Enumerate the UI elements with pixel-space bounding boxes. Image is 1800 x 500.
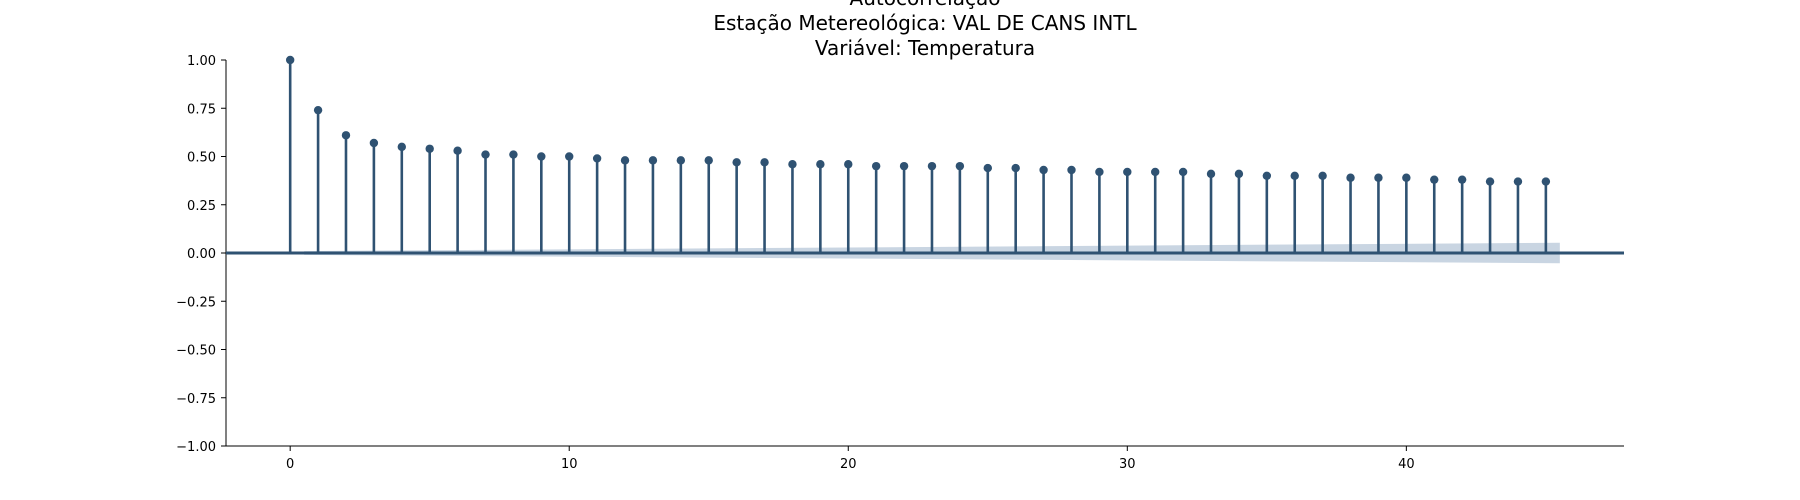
- y-tick-label-7: −0.75: [176, 392, 216, 407]
- stem-marker-lag-41: [1430, 175, 1439, 184]
- stem-marker-lag-37: [1318, 171, 1327, 180]
- stem-marker-lag-22: [899, 161, 909, 171]
- y-tick-label-3: 0.25: [187, 199, 216, 214]
- stem-marker-lag-27: [1039, 165, 1048, 175]
- stem-marker-lag-1: [313, 105, 323, 115]
- stem-marker-lag-43: [1485, 177, 1495, 186]
- stem-marker-lag-15: [704, 156, 713, 165]
- stem-marker-lag-9: [537, 152, 546, 161]
- x-tick-label-0: 0: [286, 457, 294, 472]
- stem-marker-lag-39: [1374, 173, 1383, 182]
- stems: [285, 55, 1551, 253]
- stem-marker-lag-28: [1067, 165, 1076, 175]
- stem-marker-lag-21: [871, 161, 881, 171]
- y-tick-label-6: −0.50: [176, 344, 216, 359]
- stem-marker-lag-35: [1262, 171, 1272, 180]
- stem-marker-lag-7: [481, 150, 490, 159]
- x-tick-label-4: 40: [1398, 457, 1415, 472]
- stem-marker-lag-34: [1234, 169, 1244, 179]
- y-tick-label-0: 1.00: [187, 54, 216, 69]
- stem-marker-lag-38: [1346, 173, 1355, 182]
- stem-marker-lag-29: [1095, 167, 1104, 177]
- stem-marker-lag-18: [788, 160, 797, 169]
- chart-title-line-2: Variável: Temperatura: [815, 36, 1035, 60]
- stem-marker-lag-16: [732, 158, 741, 167]
- x-tick-label-2: 20: [840, 457, 857, 472]
- stem-marker-lag-44: [1513, 177, 1523, 186]
- stem-marker-lag-17: [760, 158, 769, 167]
- stem-marker-lag-31: [1151, 167, 1160, 177]
- y-tick-label-5: −0.25: [176, 295, 216, 310]
- stem-marker-lag-12: [620, 156, 630, 165]
- chart-title-line-1: Estação Metereológica: VAL DE CANS INTL: [713, 11, 1137, 35]
- stem-marker-lag-19: [816, 160, 825, 169]
- stem-marker-lag-26: [1011, 163, 1020, 173]
- stem-marker-lag-30: [1123, 167, 1132, 177]
- stem-marker-lag-40: [1402, 173, 1411, 182]
- stem-marker-lag-45: [1541, 177, 1551, 186]
- y-axis-ticks: 1.00 0.75 0.50 0.25 0.00 −0.25 −0.50 −0.75 −1.00: [176, 54, 226, 455]
- y-tick-label-2: 0.50: [187, 151, 216, 166]
- stem-marker-lag-4: [397, 142, 406, 152]
- chart-title: AutocorrelaçãoEstação Metereológica: VAL…: [713, 0, 1137, 60]
- stem-marker-lag-3: [369, 138, 379, 148]
- stem-marker-lag-24: [955, 161, 965, 171]
- stem-marker-lag-5: [425, 144, 434, 153]
- stem-marker-lag-11: [592, 154, 602, 163]
- stem-marker-lag-14: [676, 156, 686, 165]
- stem-marker-lag-13: [648, 156, 658, 165]
- stem-marker-lag-36: [1290, 171, 1299, 180]
- stem-marker-lag-2: [341, 131, 351, 140]
- y-tick-label-4: 0.00: [187, 247, 216, 262]
- x-axis-ticks: 0 10 20 30 40: [286, 446, 1415, 472]
- stem-marker-lag-33: [1206, 169, 1216, 179]
- x-tick-label-1: 10: [561, 457, 578, 472]
- stem-marker-lag-6: [453, 146, 462, 155]
- stem-marker-lag-10: [565, 152, 574, 161]
- x-tick-label-3: 30: [1119, 457, 1136, 472]
- stem-marker-lag-32: [1178, 167, 1188, 177]
- stem-marker-lag-25: [983, 163, 992, 173]
- stem-marker-lag-42: [1457, 175, 1467, 184]
- stem-marker-lag-20: [844, 160, 853, 169]
- y-tick-label-1: 0.75: [187, 102, 216, 117]
- chart-title-line-0: Autocorrelação: [850, 0, 1001, 10]
- stem-marker-lag-23: [927, 161, 937, 171]
- stem-marker-lag-0: [285, 55, 295, 65]
- stem-marker-lag-8: [509, 150, 518, 159]
- y-tick-label-8: −1.00: [176, 440, 216, 455]
